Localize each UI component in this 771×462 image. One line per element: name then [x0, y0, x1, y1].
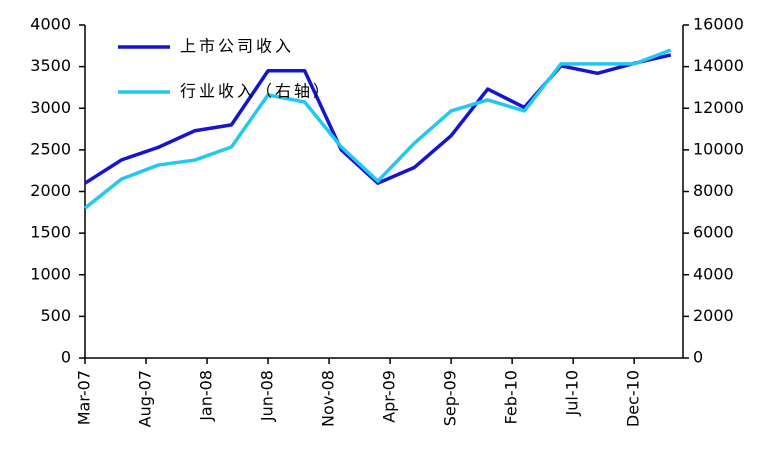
y2-tick-label: 0 — [693, 348, 703, 367]
x-tick-label: Sep-09 — [441, 370, 460, 426]
x-tick-label: Jan-08 — [197, 370, 216, 422]
y2-tick-label: 8000 — [693, 181, 734, 200]
x-tick-label: Aug-07 — [136, 370, 155, 427]
y2-tick-label: 16000 — [693, 15, 744, 34]
y2-tick-label: 2000 — [693, 306, 734, 325]
y-tick-label: 2000 — [30, 181, 71, 200]
x-tick-label: Jul-10 — [563, 370, 582, 416]
y2-tick-label: 4000 — [693, 264, 734, 283]
x-tick-label: Jun-08 — [258, 370, 277, 422]
x-tick-label: Mar-07 — [75, 370, 94, 425]
y-tick-label: 1000 — [30, 264, 71, 283]
y-tick-label: 0 — [61, 348, 71, 367]
y2-tick-label: 14000 — [693, 56, 744, 75]
series-line — [84, 53, 672, 185]
y-tick-label: 3500 — [30, 56, 71, 75]
y2-tick-label: 12000 — [693, 98, 744, 117]
y-tick-label: 1500 — [30, 223, 71, 242]
x-tick-label: Nov-08 — [319, 370, 338, 427]
x-tick-label: Apr-09 — [380, 370, 399, 423]
x-tick-label: Feb-10 — [502, 370, 521, 424]
legend-label: 上市公司收入 — [180, 37, 294, 56]
series-line — [83, 48, 672, 210]
y-tick-label: 4000 — [30, 15, 71, 34]
y-tick-label: 500 — [40, 306, 71, 325]
y-tick-label: 3000 — [30, 98, 71, 117]
y-tick-label: 2500 — [30, 139, 71, 158]
y2-tick-label: 6000 — [693, 223, 734, 242]
x-tick-label: Dec-10 — [624, 370, 643, 427]
y2-tick-label: 10000 — [693, 139, 744, 158]
legend-label: 行业收入（右轴） — [180, 82, 332, 101]
